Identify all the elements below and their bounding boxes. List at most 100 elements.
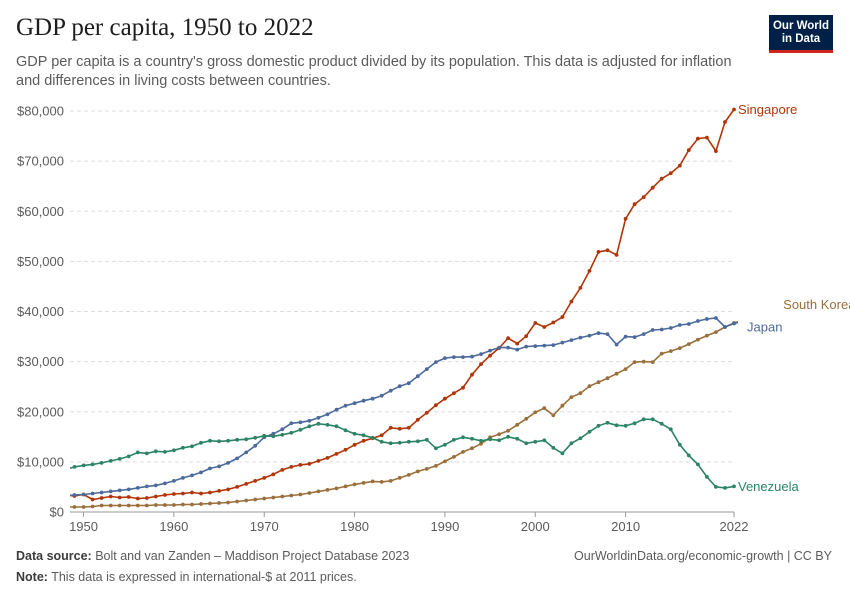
data-point-south-korea xyxy=(406,473,411,477)
data-point-venezuela xyxy=(705,475,709,479)
data-point-japan xyxy=(668,326,673,330)
data-point-south-korea xyxy=(470,446,474,451)
data-point-south-korea xyxy=(190,502,194,507)
data-point-singapore xyxy=(144,496,149,500)
data-point-japan xyxy=(163,481,167,486)
data-point-singapore xyxy=(587,269,592,273)
series-japan xyxy=(64,316,738,498)
data-point-venezuela xyxy=(686,453,691,458)
data-point-south-korea xyxy=(172,503,176,507)
data-point-south-korea xyxy=(578,391,583,396)
data-point-singapore xyxy=(181,491,185,496)
data-point-singapore xyxy=(659,176,664,181)
data-point-japan xyxy=(280,427,285,432)
data-point-south-korea xyxy=(668,349,673,353)
data-point-singapore xyxy=(732,107,736,112)
data-point-japan xyxy=(569,338,574,342)
data-point-singapore xyxy=(379,433,384,438)
data-point-singapore xyxy=(99,496,104,500)
y-tick-label: $60,000 xyxy=(17,204,64,219)
data-point-singapore xyxy=(280,468,285,472)
data-point-japan xyxy=(406,381,411,386)
data-point-venezuela xyxy=(641,417,646,422)
data-point-venezuela xyxy=(452,437,456,442)
data-point-singapore xyxy=(434,403,438,408)
data-point-south-korea xyxy=(126,503,131,508)
source-text[interactable]: Bolt and van Zanden – Maddison Project D… xyxy=(95,549,410,563)
data-point-venezuela xyxy=(524,441,529,446)
x-tick-label: 1970 xyxy=(250,519,279,534)
data-point-singapore xyxy=(163,493,167,497)
data-point-japan xyxy=(190,473,194,478)
data-point-south-korea xyxy=(307,491,312,495)
data-point-singapore xyxy=(650,185,655,190)
data-point-south-korea xyxy=(298,492,303,497)
data-point-japan xyxy=(470,354,474,359)
data-point-japan xyxy=(64,494,68,498)
data-point-venezuela xyxy=(316,421,321,426)
data-point-japan xyxy=(208,466,212,471)
data-point-singapore xyxy=(307,462,312,466)
data-point-south-korea xyxy=(262,496,267,501)
data-point-venezuela xyxy=(253,435,258,440)
data-point-singapore xyxy=(126,495,131,499)
data-point-japan xyxy=(605,332,610,336)
data-point-south-korea xyxy=(461,450,465,454)
owid-logo[interactable]: Our World in Data xyxy=(769,15,833,53)
y-tick-label: $0 xyxy=(50,505,64,520)
data-point-venezuela xyxy=(696,462,700,467)
series-south-korea xyxy=(70,305,781,509)
series-label-south-korea: South Korea xyxy=(783,297,850,312)
x-tick-label: 1980 xyxy=(340,519,369,534)
data-point-japan xyxy=(551,343,556,347)
data-point-singapore xyxy=(668,171,673,176)
data-point-japan xyxy=(126,487,131,492)
data-point-south-korea xyxy=(253,497,258,502)
data-point-south-korea xyxy=(208,501,212,506)
data-point-japan xyxy=(596,331,601,335)
data-point-south-korea xyxy=(777,305,781,309)
data-point-venezuela xyxy=(181,445,185,450)
data-point-japan xyxy=(99,490,104,495)
data-point-south-korea xyxy=(569,395,574,400)
data-point-singapore xyxy=(117,495,122,500)
data-point-venezuela xyxy=(569,441,574,446)
data-point-japan xyxy=(705,317,709,321)
data-point-japan xyxy=(289,421,294,426)
note-text: This data is expressed in international-… xyxy=(51,570,357,584)
data-point-singapore xyxy=(452,391,456,396)
data-point-singapore xyxy=(696,136,700,141)
data-point-venezuela xyxy=(144,451,149,456)
data-point-venezuela xyxy=(64,468,68,472)
y-tick-label: $20,000 xyxy=(17,404,64,419)
data-point-south-korea xyxy=(632,360,637,364)
series-venezuela xyxy=(64,417,736,490)
y-tick-label: $70,000 xyxy=(17,154,64,169)
data-point-south-korea xyxy=(524,416,529,421)
data-point-japan xyxy=(560,340,565,345)
series-layer xyxy=(64,107,781,509)
data-point-singapore xyxy=(262,476,267,480)
data-point-venezuela xyxy=(461,435,465,440)
y-tick-label: $50,000 xyxy=(17,254,64,269)
data-point-japan xyxy=(181,476,185,480)
data-point-south-korea xyxy=(370,479,375,484)
data-point-japan xyxy=(388,388,393,393)
data-point-south-korea xyxy=(587,384,592,389)
data-point-japan xyxy=(533,344,538,348)
x-tick-label: 1950 xyxy=(69,519,98,534)
data-point-singapore xyxy=(135,496,140,501)
data-point-japan xyxy=(361,398,366,403)
data-point-venezuela xyxy=(208,438,212,443)
data-point-venezuela xyxy=(370,435,375,440)
data-note: Note: This data is expressed in internat… xyxy=(16,570,357,584)
credit-link[interactable]: OurWorldinData.org/economic-growth | CC … xyxy=(574,549,832,563)
data-point-venezuela xyxy=(677,442,682,447)
data-point-japan xyxy=(677,323,682,327)
data-point-japan xyxy=(632,335,637,339)
data-point-singapore xyxy=(90,497,95,502)
data-point-japan xyxy=(723,325,727,329)
data-point-south-korea xyxy=(551,413,556,418)
data-point-south-korea xyxy=(641,359,646,364)
data-point-south-korea xyxy=(741,318,745,322)
